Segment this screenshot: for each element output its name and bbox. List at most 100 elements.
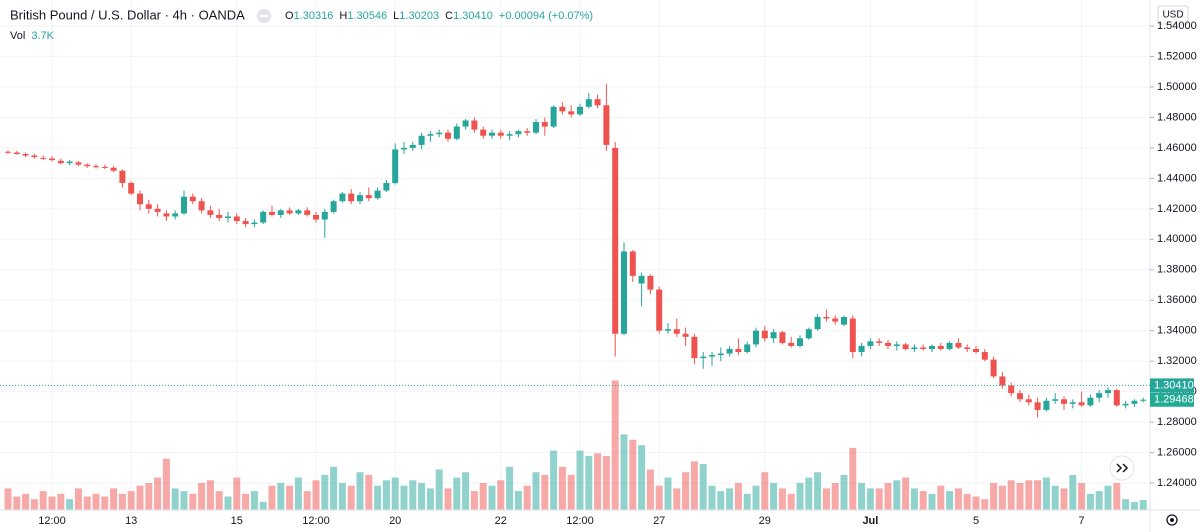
candle-body: [277, 210, 284, 215]
candle-body: [22, 154, 29, 156]
y-tick-label: 1.50000: [1157, 81, 1197, 93]
change: +0.00094 (+0.07%): [499, 10, 593, 22]
candle-body: [409, 144, 416, 148]
volume-bar: [1086, 493, 1094, 510]
volume-bar: [497, 480, 505, 510]
ohlc-legend: O1.30316 H1.30546 L1.30203 C1.30410 +0.0…: [285, 10, 593, 22]
volume-bar: [726, 488, 734, 510]
candle-body: [1052, 399, 1059, 401]
volume-bar: [356, 472, 364, 510]
candle-body: [867, 341, 874, 346]
volume-bar: [1078, 483, 1086, 510]
candle-body: [700, 356, 707, 359]
candle-body: [181, 196, 187, 214]
candle-body: [973, 348, 979, 353]
volume-bar: [136, 485, 144, 510]
volume-bar: [224, 496, 232, 510]
volume-bar: [198, 483, 206, 510]
currency-box[interactable]: [1157, 5, 1189, 25]
volume-bar: [321, 474, 329, 510]
volume-bar: [831, 483, 839, 510]
volume-bar: [946, 491, 954, 510]
x-tick-label: 7: [1079, 515, 1085, 527]
volume-bar: [277, 483, 285, 510]
x-tick-label: 29: [759, 515, 771, 527]
volume-bar: [101, 496, 109, 510]
candle-body: [480, 129, 487, 136]
currency-label[interactable]: USD: [1162, 10, 1183, 21]
candle-body: [401, 147, 407, 150]
volume-bar: [268, 485, 276, 510]
volume-bar: [743, 493, 751, 510]
ohlc-value: 1.30410: [453, 10, 493, 22]
volume-bar: [66, 499, 74, 510]
volume-bar: [594, 453, 602, 510]
gear-center: [1170, 518, 1174, 522]
candle-body: [84, 164, 91, 167]
x-tick-label: Jul: [862, 515, 878, 527]
candle-body: [286, 210, 293, 214]
gear-icon[interactable]: [1166, 514, 1178, 526]
volume-bar: [919, 491, 927, 510]
volume-value: 3.7K: [31, 30, 54, 42]
candle-body: [154, 208, 161, 212]
volume-bar: [972, 496, 980, 510]
candle-body: [717, 353, 724, 356]
candle-body: [189, 196, 196, 202]
x-tick-label: 20: [389, 515, 401, 527]
volume-bar: [699, 464, 707, 510]
ohlc-value: 1.30546: [347, 10, 387, 22]
candle-body: [313, 214, 319, 220]
candle-body: [506, 134, 513, 136]
volume-bar: [294, 477, 302, 510]
volume-bar: [127, 491, 135, 510]
volume-bar: [734, 483, 742, 510]
volume-bar: [506, 466, 514, 510]
volume-bar: [558, 466, 566, 510]
volume-bar: [189, 493, 197, 510]
candle-body: [1078, 402, 1085, 406]
candle-body: [788, 342, 795, 346]
scroll-button[interactable]: [1109, 455, 1135, 481]
visibility-toggle[interactable]: [257, 9, 271, 23]
candle-body: [471, 120, 478, 130]
volume-bar: [866, 488, 874, 510]
candle-body: [207, 210, 214, 215]
volume-bar: [1095, 491, 1103, 510]
candle-body: [357, 195, 363, 202]
scroll-icon: [1116, 463, 1129, 473]
volume-bar: [1113, 483, 1121, 510]
candle-body: [805, 329, 812, 339]
candle-body: [902, 344, 909, 349]
volume-bar: [215, 491, 223, 510]
volume-bar: [585, 456, 593, 510]
candle-body: [1043, 400, 1050, 410]
settings-button[interactable]: [1166, 514, 1178, 526]
candle-body: [515, 131, 522, 135]
candle-body: [999, 376, 1006, 386]
candle-body: [1087, 397, 1094, 406]
candle-body: [691, 336, 698, 359]
volume-bar: [22, 493, 30, 510]
volume-bar: [541, 474, 549, 510]
volume-bar: [550, 450, 558, 510]
candle-body: [814, 316, 821, 330]
candle-body: [1096, 393, 1103, 398]
candle-body: [893, 344, 900, 346]
candle-body: [656, 289, 663, 331]
candle-body: [682, 333, 689, 337]
volume-bar: [954, 488, 962, 510]
price-tag-label: 1.30410: [1154, 379, 1194, 391]
volume-layer: [4, 380, 1147, 510]
volume-bar: [74, 488, 82, 510]
volume-bar: [629, 439, 637, 510]
volume-bar: [180, 491, 188, 510]
candle-body: [770, 332, 777, 339]
candle-body: [497, 132, 504, 136]
volume-bar: [682, 472, 690, 510]
volume-bar: [690, 461, 698, 510]
candle-body: [330, 201, 337, 212]
candle-body: [603, 105, 610, 145]
